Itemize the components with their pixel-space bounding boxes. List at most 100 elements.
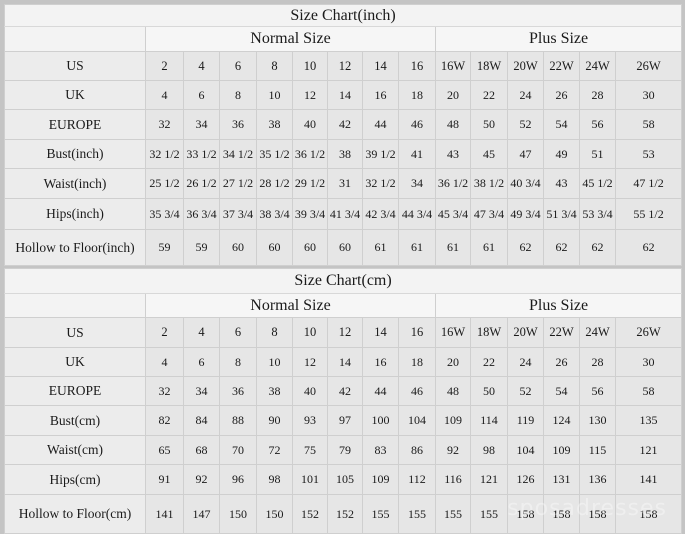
size-cell: 62 [507,229,544,266]
size-cell: 121 [470,464,508,495]
size-cell: 50 [470,376,508,406]
size-cell: 12 [327,51,363,81]
size-cell: 48 [435,376,471,406]
size-cell: 109 [435,405,471,436]
row-label: EUROPE [4,109,146,140]
size-cell: 16W [435,317,471,348]
size-cell: 45 3/4 [435,198,471,230]
size-cell: 29 1/2 [292,168,328,199]
size-cell: 38 [256,109,293,140]
size-cell: 49 3/4 [507,198,544,230]
plus-size-header: Plus Size [434,293,683,318]
size-cell: 135 [614,405,683,436]
size-cell: 24W [579,51,616,81]
size-cell: 27 1/2 [219,168,257,199]
size-cell: 36 1/2 [435,168,471,199]
size-cell: 8 [256,51,293,81]
size-cell: 116 [435,464,471,495]
size-cell: 155 [398,494,436,534]
row-label: US [4,51,146,81]
size-cell: 52 [507,376,544,406]
size-cell: 42 [327,109,363,140]
size-cell: 18 [398,80,436,110]
size-cell: 68 [183,435,220,465]
size-cell: 36 [219,109,257,140]
size-cell: 16 [362,80,399,110]
size-cell: 104 [507,435,544,465]
size-cell: 8 [219,347,257,377]
size-cell: 20 [435,347,471,377]
size-cell: 141 [614,464,683,495]
size-cell: 51 [579,139,616,169]
size-cell: 32 [145,109,184,140]
normal-size-header: Normal Size [145,26,436,52]
size-cell: 10 [292,51,328,81]
size-cell: 147 [183,494,220,534]
size-cell: 14 [362,317,399,348]
size-cell: 93 [292,405,328,436]
table-row: EUROPE 32 34 36 38 40 42 44 46 48 50 52 54 56 58 [4,109,683,140]
size-cell: 97 [327,405,363,436]
size-cell: 44 3/4 [398,198,436,230]
size-cell: 8 [256,317,293,348]
row-label: US [4,317,146,348]
size-cell: 22 [470,80,508,110]
size-cell: 83 [362,435,399,465]
size-cell: 152 [327,494,363,534]
size-cell: 6 [183,347,220,377]
size-cell: 82 [145,405,184,436]
size-cell: 84 [183,405,220,436]
size-cell: 34 [398,168,436,199]
size-cell: 53 3/4 [579,198,616,230]
size-cell: 55 1/2 [614,198,683,230]
chart-title: Size Chart(inch) [3,4,683,27]
title-row: Size Chart(inch) [3,4,683,27]
size-cell: 12 [292,347,328,377]
size-cell: 72 [256,435,293,465]
size-cell: 51 3/4 [543,198,580,230]
size-cell: 65 [145,435,184,465]
row-label: Bust(inch) [4,139,146,169]
size-cell: 155 [362,494,399,534]
size-cell: 26 [543,347,580,377]
size-cell: 18W [470,317,508,348]
size-cell: 92 [435,435,471,465]
size-cell: 61 [398,229,436,266]
size-cell: 20 [435,80,471,110]
size-cell: 49 [543,139,580,169]
size-cell: 88 [219,405,257,436]
size-cell: 56 [579,109,616,140]
size-cell: 40 [292,376,328,406]
normal-size-header: Normal Size [145,293,436,318]
size-cell: 28 1/2 [256,168,293,199]
size-cell: 4 [145,347,184,377]
size-cell: 2 [145,317,184,348]
size-cell: 20W [507,51,544,81]
size-cell: 26W [614,317,683,348]
table-row: Waist(cm) 65 68 70 72 75 79 83 86 92 98 104 109 115 12… [4,435,683,465]
size-cell: 38 [327,139,363,169]
size-cell: 40 [292,109,328,140]
size-cell: 4 [183,317,220,348]
size-cell: 18 [398,347,436,377]
size-cell: 50 [470,109,508,140]
size-cell: 60 [256,229,293,266]
row-label: UK [4,80,146,110]
row-label: Bust(cm) [4,405,146,436]
size-cell: 75 [292,435,328,465]
size-cell: 130 [579,405,616,436]
size-cell: 155 [435,494,471,534]
size-cell: 32 [145,376,184,406]
size-cell: 61 [435,229,471,266]
table-row: US 2 4 6 8 10 12 14 16 16W 18W 20W 22W 24W 26W [4,317,683,348]
size-cell: 6 [183,80,220,110]
size-cell: 36 [219,376,257,406]
size-cell: 44 [362,109,399,140]
size-cell: 6 [219,51,257,81]
size-cell: 14 [327,80,363,110]
size-cell: 36 1/2 [292,139,328,169]
table-row: Bust(inch) 32 1/2 33 1/2 34 1/2 35 1/2 36 1/2… [4,139,683,169]
size-cell: 22W [543,317,580,348]
size-cell: 150 [256,494,293,534]
size-cell: 58 [614,109,683,140]
